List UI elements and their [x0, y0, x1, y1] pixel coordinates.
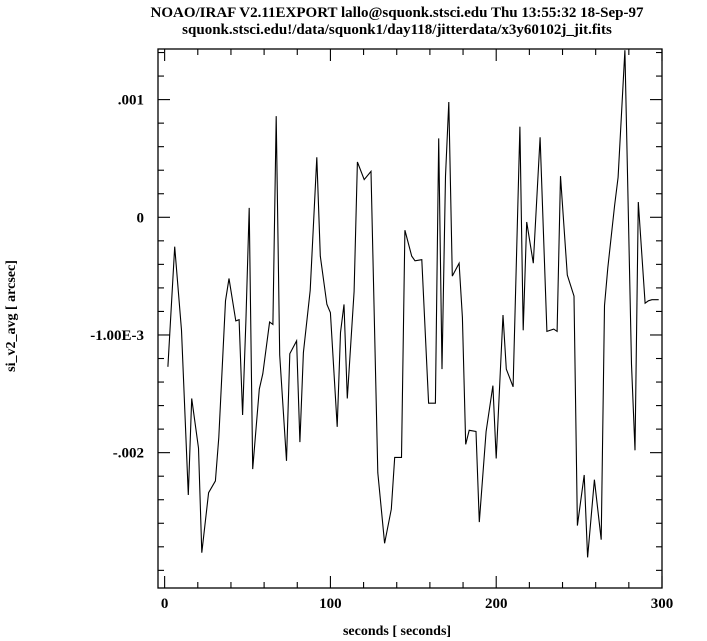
plot-title-line2: squonk.stsci.edu!/data/squonk1/day118/ji…: [182, 22, 612, 38]
x-tick-label: 200: [485, 596, 508, 612]
x-tick-label: 100: [319, 596, 342, 612]
plot-title-line1: NOAO/IRAF V2.11EXPORT lallo@squonk.stsci…: [151, 5, 644, 21]
y-tick-label: -1.00E-3: [90, 328, 144, 344]
x-axis-label: seconds [ seconds]: [343, 624, 451, 639]
x-tick-label: 300: [651, 596, 674, 612]
y-tick-label: 0: [137, 210, 145, 226]
x-tick-labels: 0 100 200 300: [161, 596, 673, 612]
y-tick-label: -.002: [113, 446, 144, 462]
y-tick-label: .001: [118, 93, 144, 109]
series-line: [167, 50, 659, 558]
axis-ticks: [158, 49, 663, 588]
y-tick-labels: .001 0 -1.00E-3 -.002: [90, 93, 144, 462]
x-tick-label: 0: [161, 596, 169, 612]
data-series: [167, 50, 659, 558]
plot-frame: [157, 48, 663, 589]
y-axis-label: si_v2_avg [ arcsec]: [4, 260, 19, 372]
